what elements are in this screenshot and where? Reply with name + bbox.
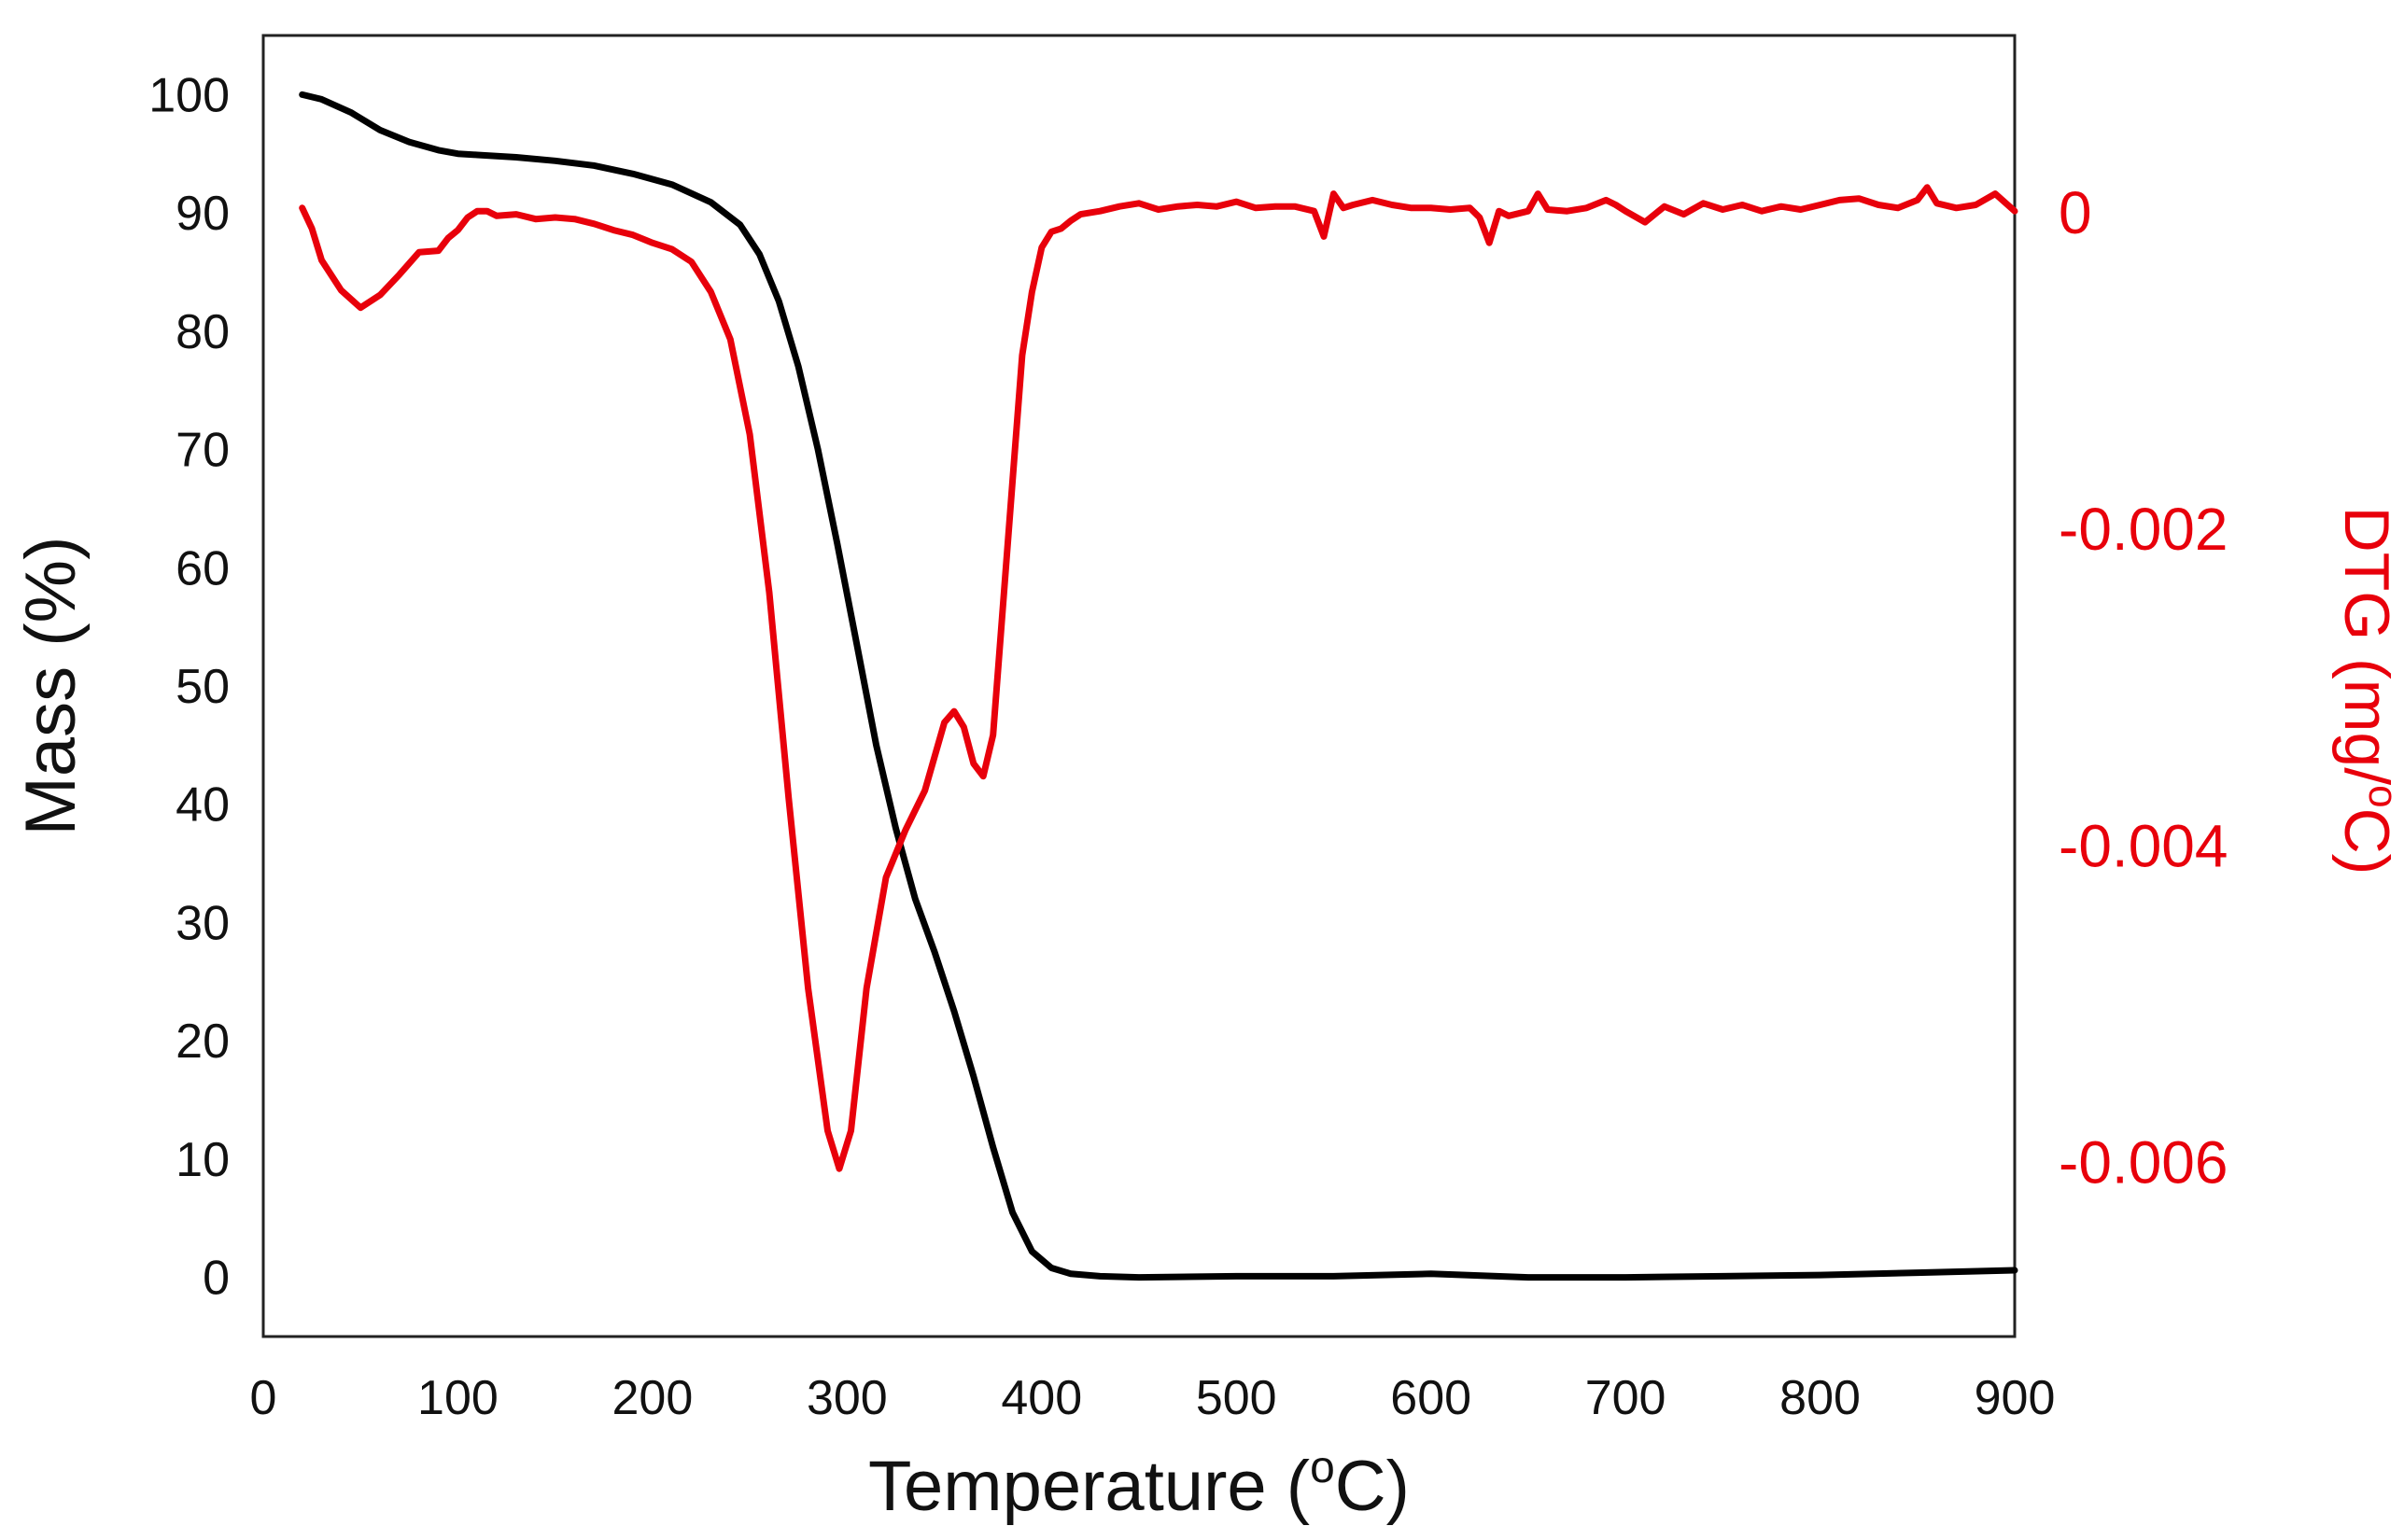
series-line-dtg	[299, 184, 2018, 1172]
y2-tick-label: -0.004	[2059, 812, 2228, 879]
y-tick-label: 20	[176, 1015, 230, 1069]
y2-axis-title-unit: C)	[2331, 808, 2402, 875]
x-tick-label: 400	[1001, 1371, 1082, 1425]
y2-axis-title: DTG (mg/oC)	[2331, 507, 2404, 875]
y-tick-label: 100	[148, 68, 230, 122]
y2-axis-title-text: DTG (mg/	[2331, 507, 2402, 786]
x-axis-title-text: Temperature (	[868, 1447, 1310, 1526]
y-axis-title: Mass (%)	[11, 537, 91, 836]
x-tick-label: 700	[1585, 1371, 1666, 1425]
series-layer	[299, 91, 2018, 1281]
y-tick-label: 60	[176, 541, 230, 595]
x-tick-label: 100	[417, 1371, 499, 1425]
y-tick-label: 40	[176, 778, 230, 833]
left-axis-ticks: 0 10 20 30 40 50 60 70 80 90 100	[148, 68, 230, 1305]
y-tick-label: 50	[176, 660, 230, 714]
y2-tick-label: 0	[2059, 179, 2092, 246]
y-tick-label: 10	[176, 1133, 230, 1187]
right-axis-ticks: 0 -0.002 -0.004 -0.006	[2059, 179, 2228, 1197]
x-axis-title-sup: o	[1310, 1443, 1335, 1492]
x-tick-label: 0	[250, 1371, 277, 1425]
y-tick-label: 90	[176, 187, 230, 241]
y-tick-label: 30	[176, 896, 230, 950]
x-tick-label: 600	[1390, 1371, 1471, 1425]
series-line-mass	[299, 91, 2018, 1281]
x-tick-label: 900	[1975, 1371, 2056, 1425]
x-tick-label: 300	[807, 1371, 888, 1425]
y2-tick-label: -0.006	[2059, 1128, 2228, 1196]
y-tick-label: 70	[176, 424, 230, 478]
x-tick-label: 500	[1196, 1371, 1277, 1425]
y-tick-label: 0	[203, 1252, 230, 1306]
y-tick-label: 80	[176, 305, 230, 359]
x-axis-title: Temperature (oC)	[868, 1443, 1410, 1526]
plot-frame	[261, 34, 2017, 1338]
x-tick-label: 800	[1779, 1371, 1861, 1425]
x-axis-title-unit: C)	[1335, 1447, 1410, 1526]
x-axis-ticks: 0 100 200 300 400 500 600 700 800 900	[250, 1371, 2056, 1425]
y2-axis-title-sup: o	[2360, 785, 2404, 807]
x-tick-label: 200	[612, 1371, 694, 1425]
y2-tick-label: -0.002	[2059, 496, 2228, 563]
